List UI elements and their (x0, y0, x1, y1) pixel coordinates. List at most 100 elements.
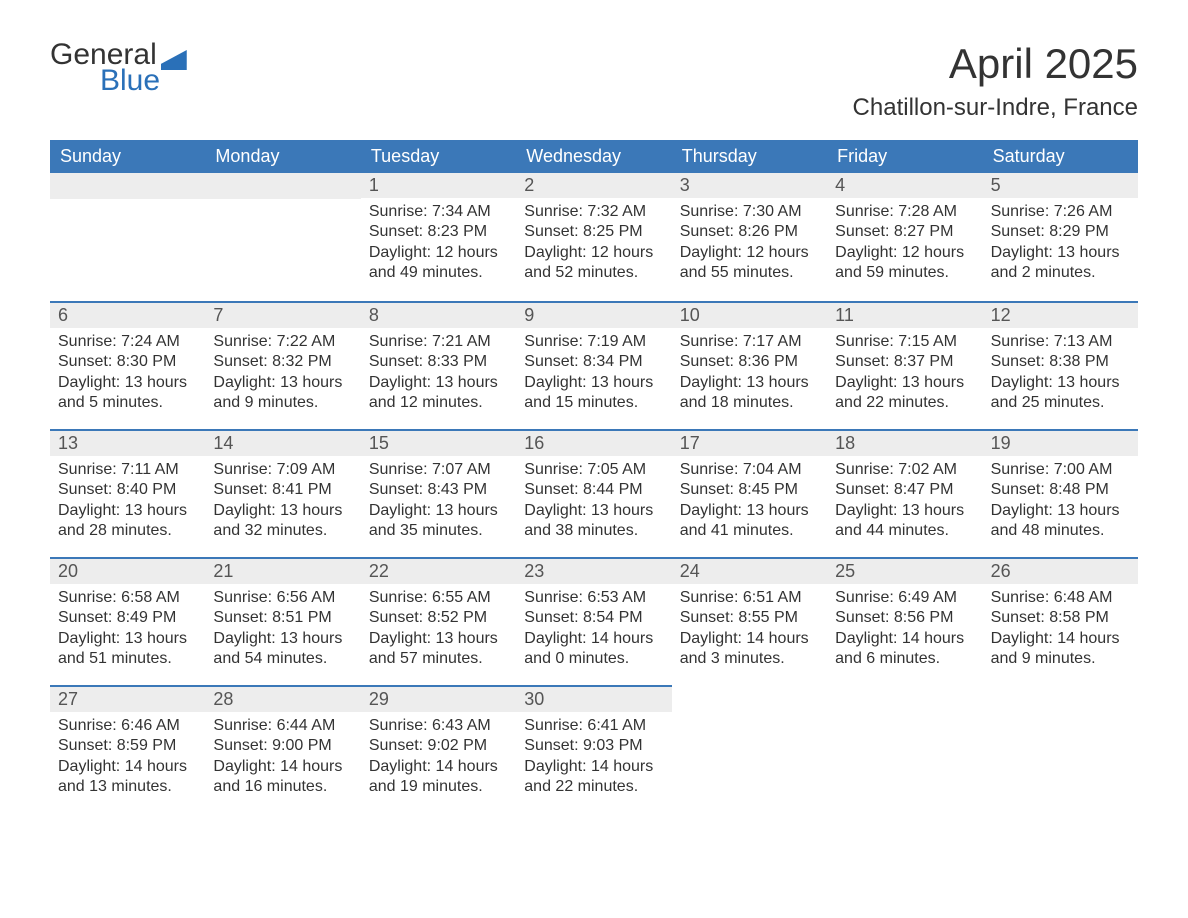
calendar-cell: 25Sunrise: 6:49 AMSunset: 8:56 PMDayligh… (827, 557, 982, 685)
day-details: Sunrise: 7:15 AMSunset: 8:37 PMDaylight:… (827, 328, 982, 414)
sunrise-text: Sunrise: 6:41 AM (524, 716, 663, 736)
daylight-text-1: Daylight: 14 hours (524, 629, 663, 649)
daylight-text-2: and 18 minutes. (680, 393, 819, 413)
day-details: Sunrise: 7:17 AMSunset: 8:36 PMDaylight:… (672, 328, 827, 414)
sunrise-text: Sunrise: 7:34 AM (369, 202, 508, 222)
daylight-text-1: Daylight: 14 hours (991, 629, 1130, 649)
logo-flag-icon (161, 50, 187, 70)
calendar-cell: 8Sunrise: 7:21 AMSunset: 8:33 PMDaylight… (361, 301, 516, 429)
sunset-text: Sunset: 8:40 PM (58, 480, 197, 500)
sunset-text: Sunset: 8:51 PM (213, 608, 352, 628)
date-number: 13 (50, 429, 205, 456)
daylight-text-1: Daylight: 13 hours (369, 629, 508, 649)
sunrise-text: Sunrise: 7:05 AM (524, 460, 663, 480)
daylight-text-1: Daylight: 12 hours (680, 243, 819, 263)
day-details: Sunrise: 7:19 AMSunset: 8:34 PMDaylight:… (516, 328, 671, 414)
calendar-cell: 7Sunrise: 7:22 AMSunset: 8:32 PMDaylight… (205, 301, 360, 429)
day-details: Sunrise: 6:53 AMSunset: 8:54 PMDaylight:… (516, 584, 671, 670)
daylight-text-2: and 57 minutes. (369, 649, 508, 669)
day-details: Sunrise: 7:32 AMSunset: 8:25 PMDaylight:… (516, 198, 671, 284)
title-block: April 2025 Chatillon-sur-Indre, France (853, 40, 1138, 122)
sunrise-text: Sunrise: 7:22 AM (213, 332, 352, 352)
calendar-cell: 17Sunrise: 7:04 AMSunset: 8:45 PMDayligh… (672, 429, 827, 557)
sunrise-text: Sunrise: 7:00 AM (991, 460, 1130, 480)
sunset-text: Sunset: 8:47 PM (835, 480, 974, 500)
day-details: Sunrise: 6:55 AMSunset: 8:52 PMDaylight:… (361, 584, 516, 670)
daylight-text-1: Daylight: 12 hours (369, 243, 508, 263)
date-number (205, 173, 360, 199)
day-details: Sunrise: 7:04 AMSunset: 8:45 PMDaylight:… (672, 456, 827, 542)
sunset-text: Sunset: 9:02 PM (369, 736, 508, 756)
calendar-cell-empty (983, 685, 1138, 813)
calendar-cell: 4Sunrise: 7:28 AMSunset: 8:27 PMDaylight… (827, 173, 982, 301)
calendar-cell: 9Sunrise: 7:19 AMSunset: 8:34 PMDaylight… (516, 301, 671, 429)
date-number: 18 (827, 429, 982, 456)
date-number: 29 (361, 685, 516, 712)
daylight-text-2: and 44 minutes. (835, 521, 974, 541)
date-number (672, 685, 827, 711)
daylight-text-2: and 32 minutes. (213, 521, 352, 541)
day-details: Sunrise: 7:05 AMSunset: 8:44 PMDaylight:… (516, 456, 671, 542)
sunset-text: Sunset: 8:26 PM (680, 222, 819, 242)
date-number: 25 (827, 557, 982, 584)
date-number: 11 (827, 301, 982, 328)
date-number: 4 (827, 173, 982, 198)
daylight-text-2: and 16 minutes. (213, 777, 352, 797)
date-number: 7 (205, 301, 360, 328)
calendar-cell: 21Sunrise: 6:56 AMSunset: 8:51 PMDayligh… (205, 557, 360, 685)
date-number: 3 (672, 173, 827, 198)
sunset-text: Sunset: 8:58 PM (991, 608, 1130, 628)
daylight-text-1: Daylight: 13 hours (58, 629, 197, 649)
sunrise-text: Sunrise: 7:30 AM (680, 202, 819, 222)
day-header: Sunday (50, 140, 205, 173)
daylight-text-2: and 55 minutes. (680, 263, 819, 283)
calendar-cell: 14Sunrise: 7:09 AMSunset: 8:41 PMDayligh… (205, 429, 360, 557)
calendar-cell: 10Sunrise: 7:17 AMSunset: 8:36 PMDayligh… (672, 301, 827, 429)
date-number (827, 685, 982, 711)
calendar-grid: SundayMondayTuesdayWednesdayThursdayFrid… (50, 140, 1138, 813)
daylight-text-1: Daylight: 13 hours (213, 373, 352, 393)
day-details: Sunrise: 7:28 AMSunset: 8:27 PMDaylight:… (827, 198, 982, 284)
date-number: 19 (983, 429, 1138, 456)
date-number: 20 (50, 557, 205, 584)
daylight-text-2: and 6 minutes. (835, 649, 974, 669)
date-number: 30 (516, 685, 671, 712)
sunset-text: Sunset: 8:25 PM (524, 222, 663, 242)
logo-text-blue: Blue (50, 66, 187, 96)
calendar-cell: 3 Sunrise: 7:30 AMSunset: 8:26 PMDaylight… (672, 173, 827, 301)
sunset-text: Sunset: 8:54 PM (524, 608, 663, 628)
calendar-cell-empty (672, 685, 827, 813)
day-details: Sunrise: 6:51 AMSunset: 8:55 PMDaylight:… (672, 584, 827, 670)
sunset-text: Sunset: 8:29 PM (991, 222, 1130, 242)
month-title: April 2025 (853, 40, 1138, 88)
day-details: Sunrise: 6:56 AMSunset: 8:51 PMDaylight:… (205, 584, 360, 670)
daylight-text-2: and 5 minutes. (58, 393, 197, 413)
daylight-text-1: Daylight: 13 hours (835, 501, 974, 521)
sunrise-text: Sunrise: 6:53 AM (524, 588, 663, 608)
daylight-text-1: Daylight: 12 hours (835, 243, 974, 263)
calendar-cell: 26Sunrise: 6:48 AMSunset: 8:58 PMDayligh… (983, 557, 1138, 685)
sunset-text: Sunset: 8:34 PM (524, 352, 663, 372)
day-details: Sunrise: 6:48 AMSunset: 8:58 PMDaylight:… (983, 584, 1138, 670)
daylight-text-2: and 28 minutes. (58, 521, 197, 541)
date-number: 17 (672, 429, 827, 456)
sunset-text: Sunset: 8:30 PM (58, 352, 197, 372)
day-details: Sunrise: 6:43 AMSunset: 9:02 PMDaylight:… (361, 712, 516, 798)
sunset-text: Sunset: 8:27 PM (835, 222, 974, 242)
daylight-text-1: Daylight: 13 hours (524, 501, 663, 521)
daylight-text-2: and 12 minutes. (369, 393, 508, 413)
sunrise-text: Sunrise: 6:43 AM (369, 716, 508, 736)
header: General Blue April 2025 Chatillon-sur-In… (50, 40, 1138, 122)
sunset-text: Sunset: 8:49 PM (58, 608, 197, 628)
day-details: Sunrise: 7:02 AMSunset: 8:47 PMDaylight:… (827, 456, 982, 542)
day-details: Sunrise: 7:11 AMSunset: 8:40 PMDaylight:… (50, 456, 205, 542)
daylight-text-2: and 49 minutes. (369, 263, 508, 283)
sunrise-text: Sunrise: 7:04 AM (680, 460, 819, 480)
daylight-text-1: Daylight: 13 hours (991, 501, 1130, 521)
daylight-text-2: and 48 minutes. (991, 521, 1130, 541)
calendar-cell: 29Sunrise: 6:43 AMSunset: 9:02 PMDayligh… (361, 685, 516, 813)
daylight-text-2: and 38 minutes. (524, 521, 663, 541)
daylight-text-1: Daylight: 13 hours (369, 373, 508, 393)
day-header: Tuesday (361, 140, 516, 173)
date-number: 2 (516, 173, 671, 198)
